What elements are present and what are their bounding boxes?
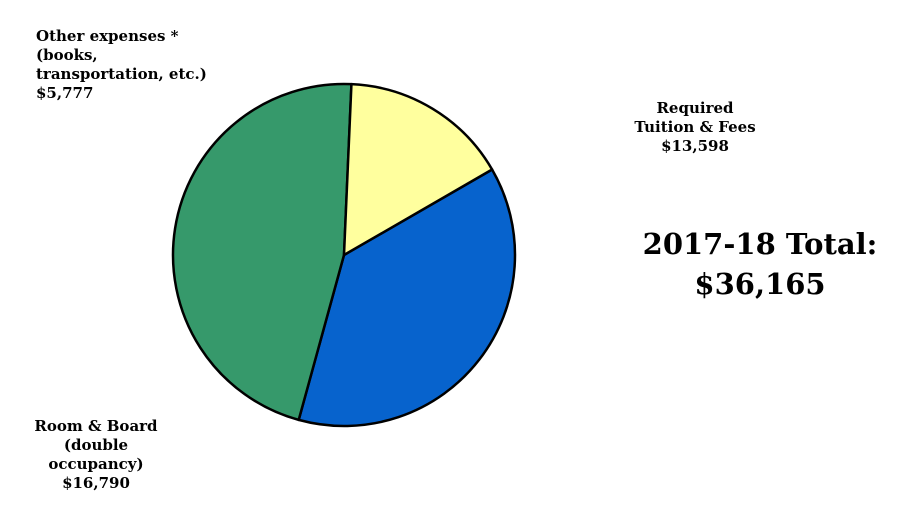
pie-chart	[171, 82, 517, 428]
slice-label-tuition-fees-name: Required Tuition & Fees	[634, 99, 756, 136]
slice-label-other-expenses: Other expenses * (books, transportation,…	[36, 8, 207, 122]
slice-label-room-board: Room & Board (double occupancy) $16,790	[8, 398, 184, 512]
slice-label-tuition-fees: Required Tuition & Fees $13,598	[600, 80, 790, 175]
slice-label-tuition-fees-value: $13,598	[661, 137, 729, 155]
pie-slice-tuition-fees	[297, 168, 517, 428]
slice-label-other-expenses-name: Other expenses * (books, transportation,…	[36, 27, 207, 83]
pie-slice-room-board	[171, 82, 353, 422]
slice-label-room-board-value: $16,790	[62, 474, 130, 492]
slice-label-other-expenses-value: $5,777	[36, 84, 94, 102]
total-cost-heading: 2017-18 Total:	[642, 227, 878, 261]
slice-label-room-board-name: Room & Board (double occupancy)	[34, 417, 158, 473]
total-cost-summary: 2017-18 Total: $36,165	[640, 224, 880, 304]
pie-slice-other-expenses	[342, 82, 494, 257]
total-cost-value: $36,165	[694, 267, 826, 301]
